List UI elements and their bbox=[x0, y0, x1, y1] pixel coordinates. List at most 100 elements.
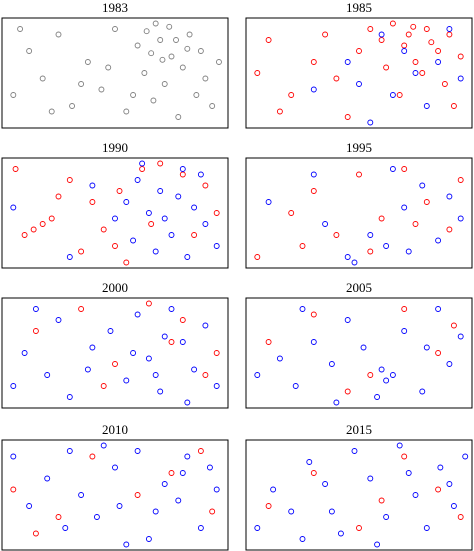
point bbox=[161, 81, 168, 87]
point bbox=[179, 339, 186, 345]
point bbox=[78, 306, 85, 312]
point bbox=[265, 339, 272, 345]
point bbox=[10, 383, 17, 389]
point bbox=[152, 248, 159, 255]
point bbox=[367, 372, 374, 378]
panel-frame bbox=[1, 157, 229, 269]
point bbox=[17, 26, 24, 32]
point bbox=[405, 31, 412, 38]
point bbox=[412, 221, 419, 227]
point bbox=[48, 108, 55, 115]
point bbox=[378, 215, 385, 222]
point bbox=[139, 166, 146, 172]
panel-frame bbox=[245, 297, 473, 409]
point bbox=[401, 204, 408, 211]
point bbox=[62, 525, 69, 531]
point bbox=[288, 508, 295, 515]
point bbox=[310, 311, 317, 318]
point bbox=[184, 453, 191, 460]
point bbox=[145, 536, 152, 542]
point bbox=[389, 372, 396, 378]
point bbox=[396, 442, 403, 449]
panel-title: 1983 bbox=[102, 0, 128, 15]
point bbox=[457, 333, 464, 340]
point bbox=[148, 50, 155, 57]
point bbox=[401, 453, 408, 460]
point bbox=[428, 39, 435, 46]
point bbox=[310, 86, 317, 93]
point bbox=[450, 503, 457, 509]
point bbox=[123, 259, 130, 266]
point bbox=[12, 166, 19, 172]
point bbox=[21, 350, 28, 356]
point bbox=[145, 300, 152, 307]
point bbox=[78, 492, 85, 498]
panel-frame bbox=[245, 157, 473, 269]
point bbox=[401, 42, 408, 49]
point bbox=[383, 64, 390, 71]
point bbox=[89, 182, 96, 189]
point bbox=[197, 48, 204, 54]
point bbox=[356, 48, 362, 54]
point bbox=[78, 248, 85, 255]
point bbox=[374, 541, 381, 548]
point bbox=[446, 361, 453, 367]
point bbox=[175, 193, 182, 200]
point bbox=[184, 254, 191, 260]
point bbox=[175, 497, 182, 504]
point bbox=[161, 333, 168, 340]
point bbox=[66, 394, 73, 400]
point bbox=[173, 37, 179, 43]
point bbox=[168, 470, 175, 476]
point bbox=[26, 503, 33, 509]
point bbox=[367, 26, 374, 32]
point bbox=[141, 70, 148, 76]
point bbox=[184, 45, 191, 52]
point bbox=[134, 448, 141, 454]
point bbox=[457, 75, 464, 82]
point bbox=[84, 366, 91, 373]
point bbox=[139, 160, 146, 167]
point bbox=[344, 317, 351, 323]
point bbox=[143, 28, 150, 35]
point bbox=[202, 372, 209, 378]
point bbox=[383, 377, 390, 384]
point bbox=[462, 453, 469, 460]
point bbox=[450, 322, 457, 329]
point bbox=[21, 232, 28, 238]
point bbox=[254, 70, 261, 76]
point bbox=[446, 26, 453, 32]
point bbox=[344, 59, 351, 65]
point bbox=[310, 171, 317, 178]
point bbox=[168, 339, 175, 345]
point bbox=[310, 339, 317, 345]
point bbox=[306, 459, 313, 465]
point bbox=[69, 103, 76, 109]
point bbox=[254, 254, 261, 260]
point bbox=[32, 306, 39, 312]
panel-frame bbox=[245, 439, 473, 551]
point bbox=[344, 388, 351, 395]
point bbox=[337, 530, 344, 537]
point bbox=[166, 23, 173, 30]
point bbox=[179, 166, 186, 172]
point bbox=[351, 448, 358, 454]
point bbox=[446, 193, 453, 200]
point bbox=[130, 237, 137, 244]
point bbox=[100, 226, 107, 233]
point bbox=[89, 199, 96, 205]
point bbox=[401, 306, 408, 312]
point bbox=[55, 514, 62, 520]
point bbox=[423, 26, 430, 32]
point bbox=[383, 243, 390, 249]
point bbox=[322, 481, 329, 487]
point bbox=[213, 383, 220, 389]
point bbox=[333, 75, 340, 82]
panel-title: 1990 bbox=[102, 140, 128, 155]
point bbox=[112, 464, 118, 471]
point bbox=[134, 42, 141, 49]
point bbox=[351, 259, 358, 266]
point bbox=[197, 171, 204, 178]
point bbox=[161, 215, 168, 222]
